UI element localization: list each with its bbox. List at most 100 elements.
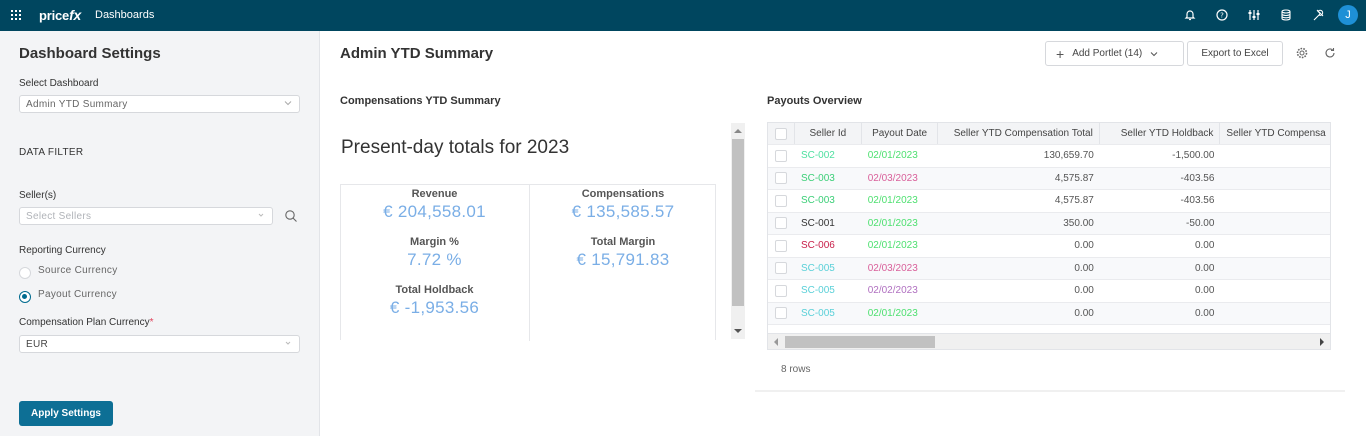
payout-date-cell: 02/01/2023 — [862, 213, 939, 235]
radio-button[interactable] — [19, 267, 31, 279]
table-row[interactable]: SC-005 02/03/2023 0.00 0.00 — [768, 257, 1330, 280]
row-checkbox[interactable] — [775, 239, 788, 252]
wrench-icon[interactable] — [1302, 4, 1334, 26]
required-mark: * — [149, 317, 154, 328]
comp-extra-cell — [1220, 258, 1330, 280]
table-row[interactable]: SC-005 02/02/2023 0.00 0.00 — [768, 280, 1330, 303]
comp-plan-currency-label: Compensation Plan Currency* — [19, 317, 154, 328]
search-icon[interactable] — [284, 209, 298, 223]
grid-body: SC-002 02/01/2023 130,659.70 -1,500.00 SC-00… — [768, 145, 1330, 325]
grid-horizontal-scrollbar[interactable] — [768, 333, 1330, 349]
revenue-value: € 204,558.01 — [383, 202, 486, 221]
row-checkbox[interactable] — [775, 194, 788, 207]
add-portlet-button[interactable]: + Add Portlet (14) — [1045, 41, 1184, 66]
help-icon[interactable]: ? — [1206, 4, 1238, 26]
holdback-cell: 0.00 — [1194, 240, 1215, 252]
scrollbar-thumb[interactable] — [732, 139, 744, 306]
table-row[interactable]: SC-003 02/01/2023 4,575.87 -403.56 — [768, 190, 1330, 213]
scroll-right-arrow-icon[interactable] — [1320, 338, 1324, 346]
comp-extra-cell — [1220, 145, 1330, 167]
seller-id-cell: SC-002 — [795, 145, 862, 167]
pricefx-logo[interactable]: pricefx — [39, 7, 81, 23]
payout-date: 02/01/2023 — [867, 307, 918, 319]
logo-text: price — [39, 8, 70, 23]
table-row[interactable]: SC-006 02/01/2023 0.00 0.00 — [768, 235, 1330, 258]
margin-pct-label: Margin % — [410, 236, 459, 248]
table-row[interactable]: SC-002 02/01/2023 130,659.70 -1,500.00 — [768, 145, 1330, 168]
select-dashboard-label: Select Dashboard — [19, 78, 99, 89]
seller-id: SC-003 — [800, 172, 835, 184]
radio-label: Payout Currency — [38, 288, 117, 300]
gear-icon[interactable] — [1294, 45, 1310, 61]
payouts-grid: Seller Id Payout Date Seller YTD Compens… — [767, 122, 1331, 350]
sliders-icon[interactable] — [1238, 4, 1270, 26]
row-checkbox[interactable] — [775, 217, 788, 230]
seller-id-cell: SC-005 — [795, 280, 862, 302]
refresh-icon[interactable] — [1322, 45, 1338, 61]
logo-fx: fx — [69, 7, 82, 23]
scroll-down-arrow-icon[interactable] — [734, 329, 742, 333]
radio-button[interactable] — [19, 291, 31, 303]
table-row[interactable]: SC-005 02/01/2023 0.00 0.00 — [768, 302, 1330, 325]
row-select-cell — [768, 213, 795, 235]
col-holdback[interactable]: Seller YTD Holdback — [1100, 123, 1221, 144]
holdback-cell: -403.56 — [1180, 172, 1215, 184]
payout-date-cell: 02/01/2023 — [862, 145, 939, 167]
payout-date: 02/01/2023 — [867, 240, 918, 252]
comp-total-cell: 0.00 — [1074, 307, 1094, 319]
payout-date: 02/01/2023 — [867, 150, 918, 162]
holdback-cell: 0.00 — [1194, 307, 1215, 319]
radio-source-currency[interactable]: Source Currency — [19, 265, 118, 279]
row-checkbox[interactable] — [775, 149, 788, 162]
sellers-select[interactable]: Select Sellers — [19, 207, 273, 225]
apply-settings-button[interactable]: Apply Settings — [19, 401, 113, 426]
comp-plan-currency-select[interactable]: EUR — [19, 335, 300, 353]
scroll-up-arrow-icon[interactable] — [734, 129, 742, 133]
chevron-down-icon — [285, 341, 291, 345]
payout-date-cell: 02/01/2023 — [862, 190, 939, 212]
seller-id: SC-003 — [800, 195, 835, 207]
row-checkbox[interactable] — [775, 172, 788, 185]
table-row[interactable]: SC-001 02/01/2023 350.00 -50.00 — [768, 212, 1330, 235]
chevron-down-icon — [284, 101, 292, 106]
scroll-left-arrow-icon[interactable] — [774, 338, 778, 346]
select-all-checkbox[interactable] — [774, 127, 787, 140]
kpi-column-left: Revenue € 204,558.01 Margin % 7.72 % Tot… — [341, 185, 528, 341]
row-checkbox[interactable] — [775, 284, 788, 297]
col-comp-extra[interactable]: Seller YTD Compensa — [1226, 128, 1326, 139]
seller-id-cell: SC-003 — [795, 190, 862, 212]
col-seller-id[interactable]: Seller Id — [795, 123, 862, 144]
bell-icon[interactable] — [1174, 4, 1206, 26]
row-checkbox[interactable] — [775, 307, 788, 320]
table-row[interactable]: SC-003 02/03/2023 4,575.87 -403.56 — [768, 167, 1330, 190]
kpi-box: Revenue € 204,558.01 Margin % 7.72 % Tot… — [340, 184, 716, 341]
seller-id-cell: SC-005 — [795, 303, 862, 325]
export-to-excel-button[interactable]: Export to Excel — [1187, 41, 1283, 66]
apps-grid-icon[interactable] — [11, 10, 21, 20]
comp-total-cell: 0.00 — [1074, 240, 1094, 252]
top-bar: pricefx Dashboards ? J — [0, 0, 1366, 31]
payout-date: 02/03/2023 — [867, 172, 918, 184]
payout-date-cell: 02/01/2023 — [862, 235, 939, 257]
col-payout-date[interactable]: Payout Date — [862, 123, 939, 144]
holdback-cell: -1,500.00 — [1172, 150, 1215, 162]
database-icon[interactable] — [1270, 4, 1302, 26]
comp-extra-cell — [1220, 303, 1330, 325]
radio-payout-currency[interactable]: Payout Currency — [19, 288, 117, 303]
payout-date-cell: 02/02/2023 — [862, 280, 939, 302]
summary-vertical-scrollbar[interactable] — [731, 123, 745, 339]
chevron-down-icon — [1150, 51, 1158, 56]
seller-id-cell: SC-006 — [795, 235, 862, 257]
col-comp-total[interactable]: Seller YTD Compensation Total — [938, 123, 1100, 144]
row-checkbox[interactable] — [775, 262, 788, 275]
row-select-cell — [768, 280, 795, 302]
user-avatar[interactable]: J — [1338, 5, 1358, 25]
payouts-portlet-title: Payouts Overview — [767, 95, 862, 107]
select-dashboard-dropdown[interactable]: Admin YTD Summary — [19, 95, 300, 113]
nav-dashboards[interactable]: Dashboards — [95, 9, 155, 21]
select-dashboard-value: Admin YTD Summary — [26, 99, 128, 110]
scrollbar-thumb[interactable] — [785, 336, 935, 348]
comp-total-cell: 4,575.87 — [1054, 195, 1094, 207]
total-holdback-label: Total Holdback — [395, 284, 474, 296]
sidebar-title: Dashboard Settings — [19, 45, 161, 62]
